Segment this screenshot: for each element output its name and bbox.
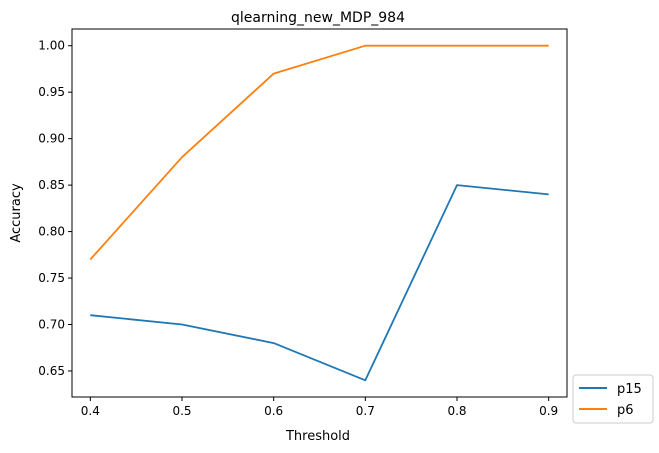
x-tick-label: 0.8 bbox=[447, 404, 466, 418]
x-tick-label: 0.4 bbox=[81, 404, 100, 418]
y-axis: 0.65 0.70 0.75 0.80 0.85 0.90 0.95 1.00 bbox=[38, 39, 72, 378]
y-tick-label: 0.80 bbox=[38, 225, 65, 239]
y-tick-label: 1.00 bbox=[38, 39, 65, 53]
y-tick-label: 0.95 bbox=[38, 85, 65, 99]
plot-lines bbox=[89, 44, 549, 382]
legend: p15 p6 bbox=[572, 374, 654, 424]
y-tick-label: 0.70 bbox=[38, 318, 65, 332]
x-tick-label: 0.7 bbox=[356, 404, 375, 418]
x-axis-label: Threshold bbox=[285, 429, 350, 444]
y-tick-label: 0.85 bbox=[38, 178, 65, 192]
plot-frame bbox=[71, 28, 568, 398]
y-axis-label: Accuracy bbox=[9, 183, 24, 243]
series-line-p15 bbox=[90, 184, 549, 382]
legend-label-p15: p15 bbox=[617, 382, 642, 397]
x-tick-label: 0.6 bbox=[264, 404, 283, 418]
chart-title: qlearning_new_MDP_984 bbox=[231, 10, 405, 26]
x-tick-label: 0.5 bbox=[172, 404, 191, 418]
series-line-p6 bbox=[89, 44, 549, 261]
x-axis: 0.4 0.5 0.6 0.7 0.8 0.9 bbox=[81, 397, 558, 418]
y-tick-label: 0.75 bbox=[38, 271, 65, 285]
y-tick-label: 0.65 bbox=[38, 364, 65, 378]
y-tick-label: 0.90 bbox=[38, 132, 65, 146]
legend-label-p6: p6 bbox=[617, 403, 634, 418]
x-tick-label: 0.9 bbox=[539, 404, 558, 418]
